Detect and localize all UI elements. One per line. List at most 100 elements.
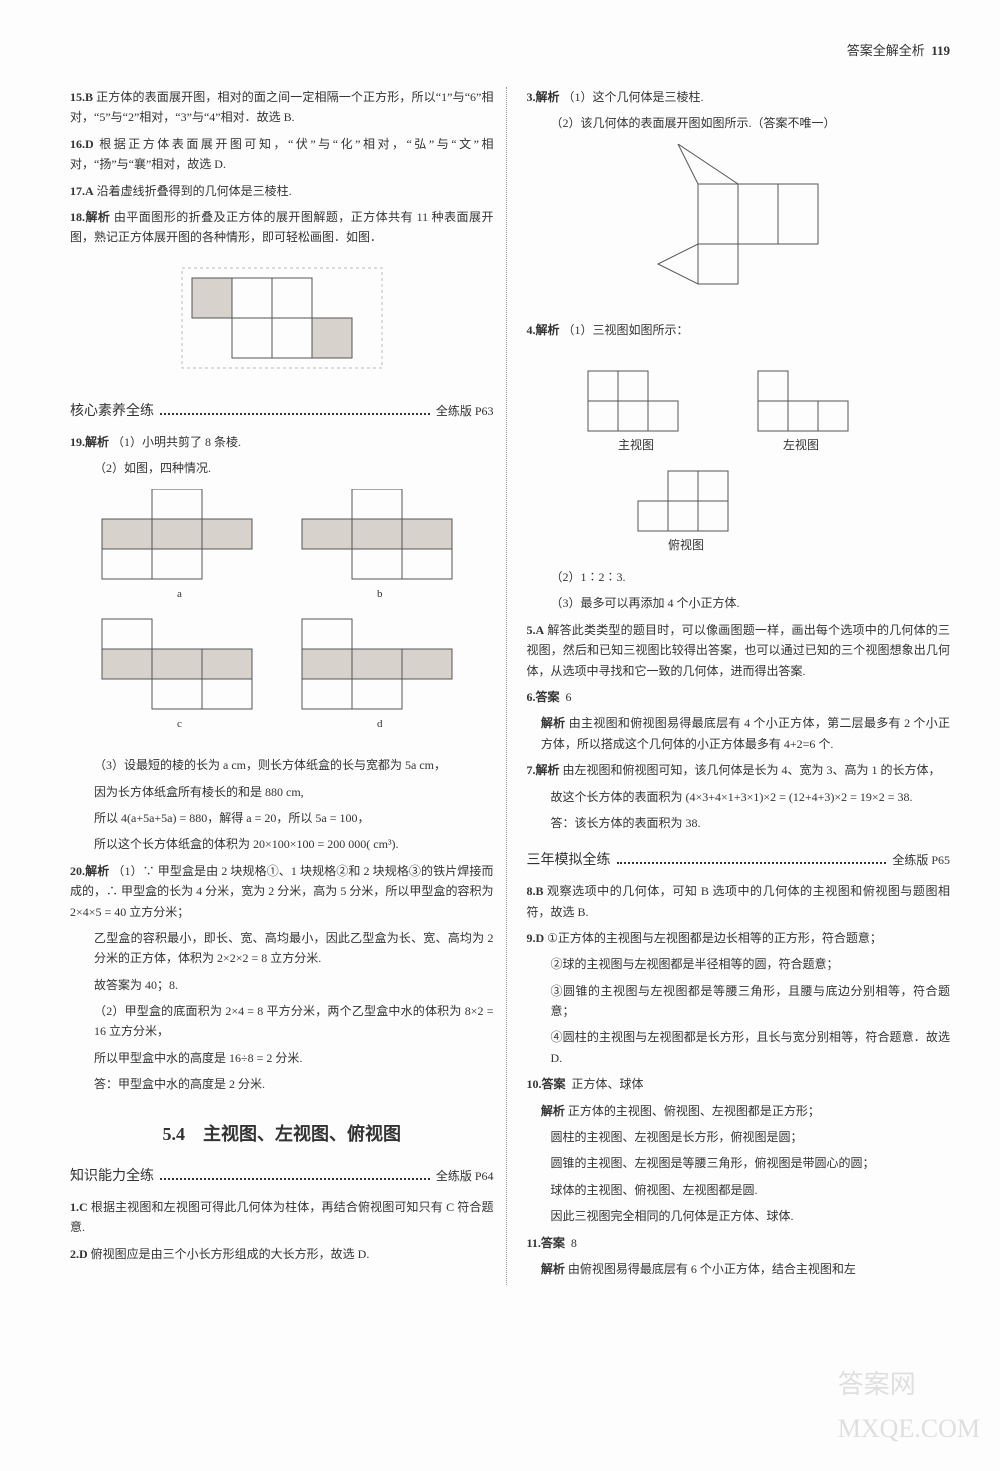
chapter-title: 5.4 主视图、左视图、俯视图 bbox=[70, 1119, 494, 1150]
q2-num: 2.D bbox=[70, 1247, 88, 1261]
label-top: 俯视图 bbox=[668, 537, 704, 551]
q4-l1: （1）三视图如图所示： bbox=[563, 323, 689, 337]
dots-icon bbox=[160, 1178, 430, 1180]
right-column: 3.解析 （1）这个几何体是三棱柱. （2）该几何体的表面展开图如图所示.（答案… bbox=[527, 87, 951, 1285]
q19-l3: （3）设最短的棱的长为 a cm，则长方体纸盒的长与宽都为 5a cm， bbox=[70, 755, 494, 775]
q4-num: 4.解析 bbox=[527, 323, 560, 337]
section-zhishi: 知识能力全练 全练版 P64 bbox=[70, 1165, 494, 1189]
sec-sannian-ref: 全练版 P65 bbox=[892, 850, 950, 870]
q1-text: 根据主视图和左视图可得此几何体为柱体，再结合俯视图可知只有 C 符合题意. bbox=[70, 1200, 494, 1234]
section-sannian: 三年模拟全练 全练版 P65 bbox=[527, 849, 951, 873]
answer-10: 10.答案 正方体、球体 bbox=[527, 1074, 951, 1094]
sec-zhishi-ref: 全练版 P64 bbox=[436, 1166, 494, 1186]
q10-exp: 解析 正方体的主视图、俯视图、左视图都是正方形； bbox=[527, 1101, 951, 1121]
q8-num: 8.B bbox=[527, 884, 544, 898]
q11-exp: 解析 由俯视图易得最底层有 6 个小正方体，结合主视图和左 bbox=[527, 1259, 951, 1279]
answer-6: 6.答案 6 bbox=[527, 687, 951, 707]
left-column: 15.B 正方体的表面展开图，相对的面之间一定相隔一个正方形，所以“1”与“6”… bbox=[70, 87, 507, 1285]
q7-l1: 由左视图和俯视图可知，该几何体是长为 4、宽为 3、高为 1 的长方体， bbox=[563, 763, 941, 777]
q9-l2: ②球的主视图与左视图都是半径相等的圆，符合题意； bbox=[527, 954, 951, 974]
answer-1: 1.C 根据主视图和左视图可得此几何体为柱体，再结合俯视图可知只有 C 符合题意… bbox=[70, 1197, 494, 1238]
q9-l3: ③圆锥的主视图与左视图都是等腰三角形，且腰与底边分别相等，符合题意； bbox=[527, 981, 951, 1022]
q10-e2: 圆柱的主视图、左视图是长方形，俯视图是圆； bbox=[527, 1127, 951, 1147]
q3-l2: （2）该几何体的表面展开图如图所示.（答案不唯一） bbox=[527, 113, 951, 133]
sec-hexin-title: 核心素养全练 bbox=[70, 400, 154, 424]
header-label: 答案全解全析 bbox=[847, 43, 925, 58]
svg-text:c: c bbox=[177, 718, 182, 730]
three-views-svg: 主视图 左视图 俯视图 bbox=[568, 351, 908, 551]
answer-3: 3.解析 （1）这个几何体是三棱柱. bbox=[527, 87, 951, 107]
sec-sannian-title: 三年模拟全练 bbox=[527, 849, 611, 873]
q2-text: 俯视图应是由三个小长方形组成的大长方形，故选 D. bbox=[91, 1247, 370, 1261]
answer-8: 8.B 观察选项中的几何体，可知 B 选项中的几何体的主视图和俯视图与题图相符，… bbox=[527, 881, 951, 922]
label-front: 主视图 bbox=[618, 437, 654, 452]
dots-icon bbox=[617, 862, 887, 864]
answer-4: 4.解析 （1）三视图如图所示： bbox=[527, 320, 951, 340]
q15-text: 正方体的表面展开图，相对的面之间一定相隔一个正方形，所以“1”与“6”相对，“5… bbox=[70, 90, 494, 124]
q17-num: 17.A bbox=[70, 184, 94, 198]
q10-e1: 正方体的主视图、俯视图、左视图都是正方形； bbox=[568, 1104, 820, 1118]
q11-exp-text: 由俯视图易得最底层有 6 个小正方体，结合主视图和左 bbox=[568, 1262, 856, 1276]
answer-19: 19.解析 （1）小明共剪了 8 条棱. bbox=[70, 432, 494, 452]
section-hexin: 核心素养全练 全练版 P63 bbox=[70, 400, 494, 424]
answer-17: 17.A 沿着虚线折叠得到的几何体是三棱柱. bbox=[70, 181, 494, 201]
q17-text: 沿着虚线折叠得到的几何体是三棱柱. bbox=[97, 184, 292, 198]
q6-exp-label: 解析 bbox=[541, 716, 566, 730]
q20-l1: （1）∵ 甲型盒是由 2 块规格①、1 块规格②和 2 块规格③的铁片焊接而成的… bbox=[70, 864, 494, 919]
answer-18: 18.解析 由平面图形的折叠及正方体的展开图解题，正方体共有 11 种表面展开图… bbox=[70, 207, 494, 248]
watermark-l1: 答案网 bbox=[838, 1363, 980, 1407]
q10-num: 10.答案 bbox=[527, 1077, 566, 1091]
q20-l2: 乙型盒的容积最小，即长、宽、高均最小，因此乙型盒为长、宽、高均为 2 分米的正方… bbox=[70, 928, 494, 969]
q3-figure bbox=[527, 144, 951, 310]
q19-l5: 所以 4(a+5a+5a) = 880，解得 a = 20，所以 5a = 10… bbox=[70, 808, 494, 828]
q10-e3: 圆锥的主视图、左视图是等腰三角形，俯视图是带圆心的圆； bbox=[527, 1153, 951, 1173]
q10-exp-label: 解析 bbox=[541, 1104, 565, 1118]
q7-l3: 答：该长方体的表面积为 38. bbox=[527, 813, 951, 833]
q4-l3: （3）最多可以再添加 4 个小正方体. bbox=[527, 593, 951, 613]
svg-text:b: b bbox=[377, 588, 383, 600]
q10-e5: 因此三视图完全相同的几何体是正方体、球体. bbox=[527, 1206, 951, 1226]
q19-l2: （2）如图，四种情况. bbox=[70, 458, 494, 478]
answer-15: 15.B 正方体的表面展开图，相对的面之间一定相隔一个正方形，所以“1”与“6”… bbox=[70, 87, 494, 128]
q16-num: 16.D bbox=[70, 137, 94, 151]
svg-text:d: d bbox=[377, 718, 383, 730]
svg-text:a: a bbox=[177, 588, 182, 600]
q19-l1: （1）小明共剪了 8 条棱. bbox=[112, 435, 241, 449]
answer-9: 9.D ①正方体的主视图与左视图都是边长相等的正方形，符合题意； bbox=[527, 928, 951, 948]
q6-exp: 解析 由主视图和俯视图易得最底层有 4 个小正方体，第二层最多有 2 个小正方体… bbox=[527, 713, 951, 754]
q8-text: 观察选项中的几何体，可知 B 选项中的几何体的主视图和俯视图与题图相符，故选 B… bbox=[527, 884, 951, 918]
q20-num: 20.解析 bbox=[70, 864, 109, 878]
answer-16: 16.D 根据正方体表面展开图可知，“伏”与“化”相对，“弘”与“文”相对，“扬… bbox=[70, 134, 494, 175]
page-number: 119 bbox=[931, 43, 950, 58]
q3-num: 3.解析 bbox=[527, 90, 560, 104]
q6-ans: 6 bbox=[566, 690, 572, 704]
page-header: 答案全解全析 119 bbox=[70, 40, 950, 62]
q10-ans: 正方体、球体 bbox=[572, 1077, 644, 1091]
q20-l4: （2）甲型盒的底面积为 2×4 = 8 平方分米，两个乙型盒中水的体积为 8×2… bbox=[70, 1001, 494, 1042]
answer-20: 20.解析 （1）∵ 甲型盒是由 2 块规格①、1 块规格②和 2 块规格③的铁… bbox=[70, 861, 494, 922]
cube-net-svg bbox=[172, 258, 392, 378]
q15-num: 15.B bbox=[70, 90, 93, 104]
four-nets-svg: a b bbox=[92, 489, 472, 739]
q7-l2: 故这个长方体的表面积为 (4×3+4×1+3×1)×2 = (12+4+3)×2… bbox=[527, 787, 951, 807]
two-column-layout: 15.B 正方体的表面展开图，相对的面之间一定相隔一个正方形，所以“1”与“6”… bbox=[70, 87, 950, 1285]
sec-zhishi-title: 知识能力全练 bbox=[70, 1165, 154, 1189]
answer-7: 7.解析 由左视图和俯视图可知，该几何体是长为 4、宽为 3、高为 1 的长方体… bbox=[527, 760, 951, 780]
dots-icon bbox=[160, 413, 430, 415]
sec-hexin-ref: 全练版 P63 bbox=[436, 401, 494, 421]
watermark: 答案网 MXQE.COM bbox=[838, 1363, 980, 1451]
answer-11: 11.答案 8 bbox=[527, 1233, 951, 1253]
q7-num: 7.解析 bbox=[527, 763, 560, 777]
q5-text: 解答此类类型的题目时，可以像画图题一样，画出每个选项中的几何体的三视图，然后和已… bbox=[527, 623, 951, 678]
q19-l6: 所以这个长方体纸盒的体积为 20×100×100 = 200 000( cm³)… bbox=[70, 834, 494, 854]
q1-num: 1.C bbox=[70, 1200, 88, 1214]
q9-l1: ①正方体的主视图与左视图都是边长相等的正方形，符合题意； bbox=[547, 931, 882, 945]
answer-5: 5.A 解答此类类型的题目时，可以像画图题一样，画出每个选项中的几何体的三视图，… bbox=[527, 620, 951, 681]
q11-ans: 8 bbox=[571, 1236, 577, 1250]
q4-figure: 主视图 左视图 俯视图 bbox=[527, 351, 951, 557]
q18-num: 18.解析 bbox=[70, 210, 110, 224]
answer-2: 2.D 俯视图应是由三个小长方形组成的大长方形，故选 D. bbox=[70, 1244, 494, 1264]
q20-l5: 所以甲型盒中水的高度是 16÷8 = 2 分米. bbox=[70, 1048, 494, 1068]
q9-num: 9.D bbox=[527, 931, 545, 945]
q6-num: 6.答案 bbox=[527, 690, 560, 704]
